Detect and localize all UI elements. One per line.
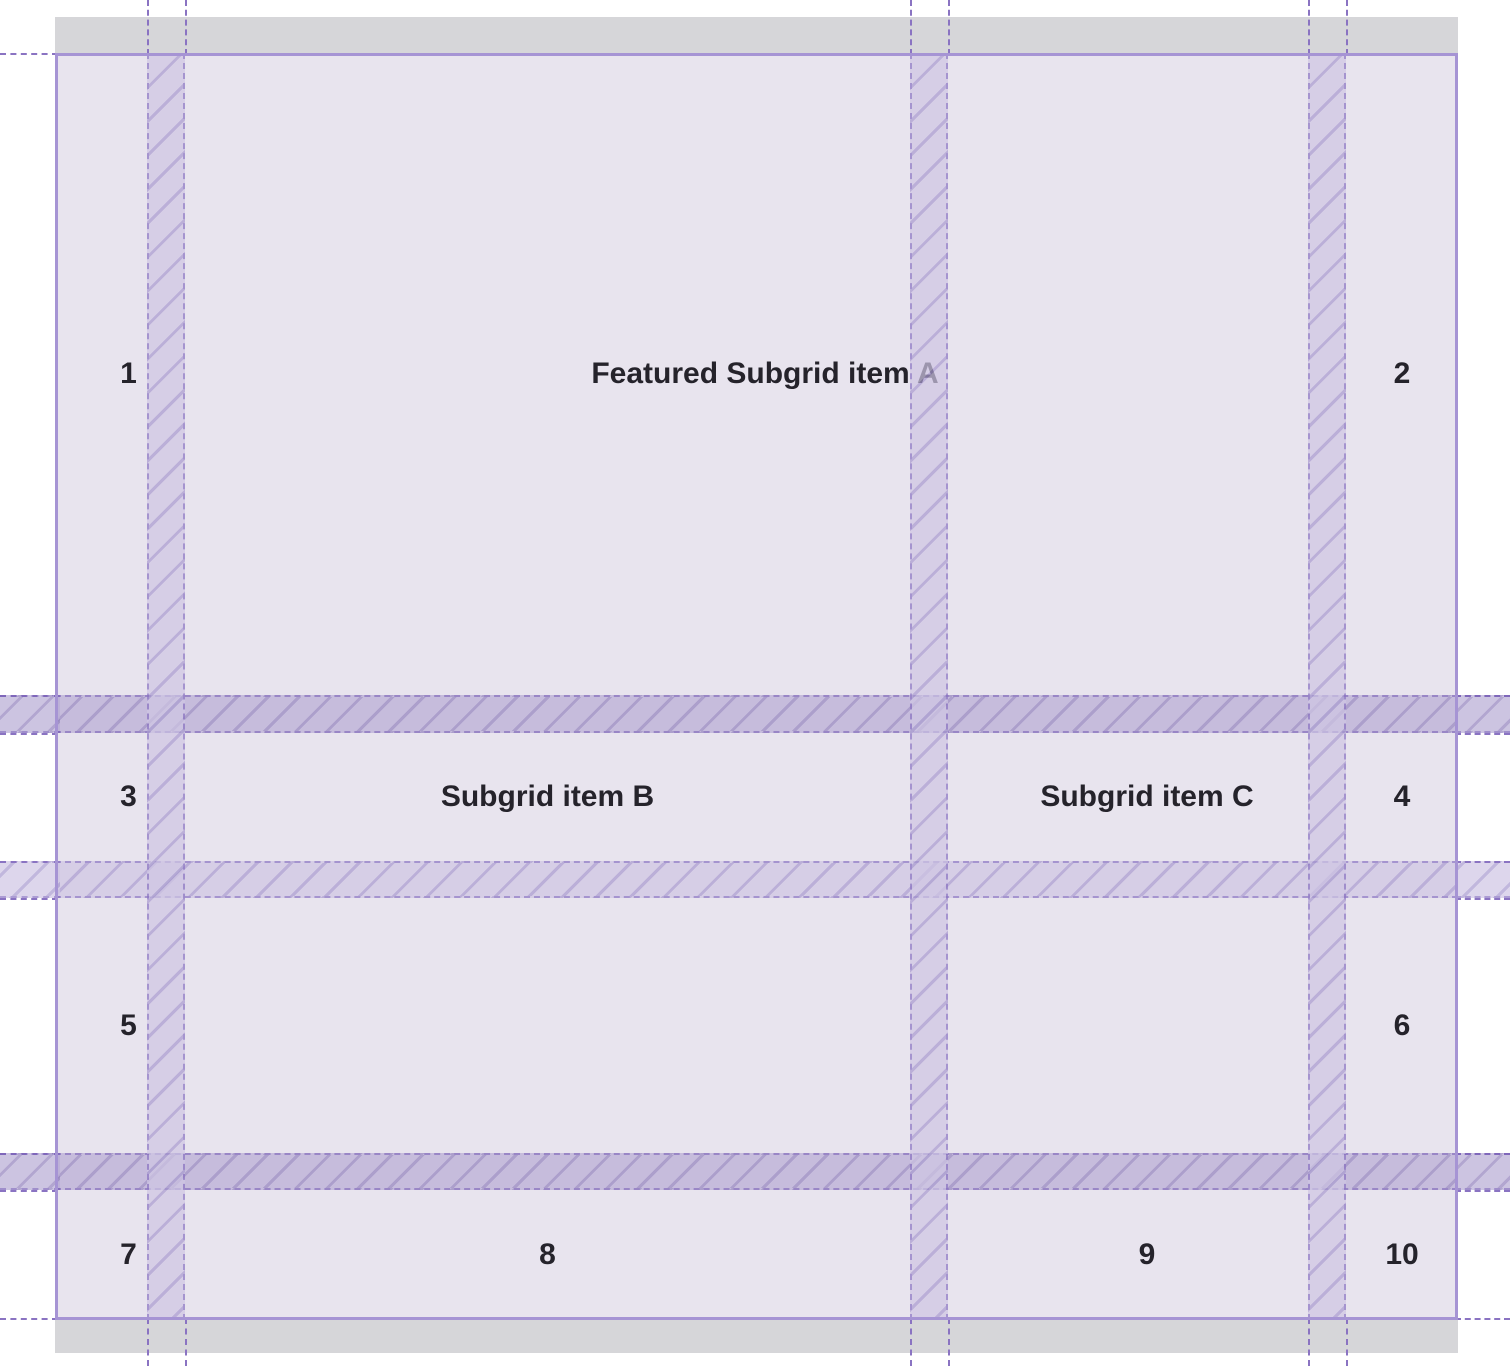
grid-row-gap-3 [55,1153,1458,1190]
grid-track-line-extended-v4 [948,0,950,55]
grid-boundary-bottom [55,1317,1458,1320]
grid-cell-10[interactable]: 10 [1346,1190,1458,1320]
grid-cell-4-label: 4 [1393,780,1411,813]
grid-cell-1-label: 1 [120,357,137,390]
grid-boundary-left [55,53,58,1320]
grid-track-line-extended-v5 [1308,0,1310,55]
grid-boundary-right [1455,53,1458,1320]
subgrid-column-gap-3 [1308,53,1346,1320]
grid-track-line-extended-h12 [1455,898,1510,900]
grid-cell-c-label: Subgrid item C [1040,780,1254,813]
grid-row-gap-1-bleed-right [1455,695,1510,733]
grid-cell-b-label: Subgrid item B [440,780,655,813]
grid-track-line-extended-h3 [0,733,58,735]
subgrid-row-gap-2-bleed-left [0,861,60,898]
subgrid-column-gap-2 [910,53,948,1320]
grid-cell-9[interactable]: 9 [948,1190,1346,1320]
grid-cell-middle-right-empty[interactable] [948,898,1346,1153]
grid-cell-subgrid-item-b[interactable]: Subgrid item B [185,733,910,861]
grid-cell-8[interactable]: 8 [185,1190,910,1320]
grid-cell-a-label: Featured Subgrid item A [591,357,939,390]
grid-cell-4[interactable]: 4 [1346,733,1458,861]
grid-row-gap-1-bleed-left [0,695,60,733]
grid-track-line-extended-h15 [1455,1318,1510,1320]
grid-track-line-extended-v7 [147,1318,149,1366]
grid-track-line-extended-h5 [0,898,58,900]
grid-row-gap-3-bleed-left [0,1153,60,1190]
grid-cell-7-label: 7 [120,1238,137,1271]
grid-cell-2[interactable]: 2 [1346,53,1458,695]
grid-track-line-extended-v11 [1308,1318,1310,1366]
subgrid-column-gap-1 [147,53,185,1320]
grid-track-line-extended-h1 [0,53,58,55]
grid-row-gap-3-bleed-right [1455,1153,1510,1190]
grid-track-line-extended-v12 [1346,1318,1348,1366]
grid-track-line-extended-v8 [185,1318,187,1366]
grid-cell-10-label: 10 [1385,1238,1419,1271]
grid-row-gap-1 [55,695,1458,733]
grid-cell-3-label: 3 [120,780,137,813]
grid-track-line-extended-v9 [910,1318,912,1366]
grid-cell-8-label: 8 [539,1238,556,1271]
grid-cell-5-label: 5 [120,1008,137,1042]
subgrid-row-gap-2 [55,861,1458,898]
grid-cell-featured-subgrid-item-a[interactable]: Featured Subgrid item A [185,53,1345,695]
grid-cell-subgrid-item-c[interactable]: Subgrid item C [948,733,1346,861]
grid-track-line-extended-v6 [1346,0,1348,55]
grid-track-line-extended-h10 [1455,733,1510,735]
subgrid-row-gap-2-bleed-right [1455,861,1510,898]
grid-cell-6-label: 6 [1393,1008,1411,1042]
grid-container: 1 Featured Subgrid item A 2 3 Subgrid it… [55,53,1458,1320]
grid-track-line-extended-h8 [0,1318,58,1320]
grid-track-line-extended-v10 [948,1318,950,1366]
grid-track-line-extended-v1 [147,0,149,55]
grid-cell-9-label: 9 [1138,1238,1156,1271]
grid-track-line-extended-v3 [910,0,912,55]
grid-track-line-extended-h7 [0,1190,58,1192]
grid-cell-middle-left-empty[interactable] [185,898,910,1153]
grid-track-line-extended-v2 [185,0,187,55]
grid-track-line-extended-h14 [1455,1190,1510,1192]
grid-cell-6[interactable]: 6 [1346,898,1458,1153]
grid-boundary-top [55,53,1458,56]
grid-cell-2-label: 2 [1393,357,1411,390]
